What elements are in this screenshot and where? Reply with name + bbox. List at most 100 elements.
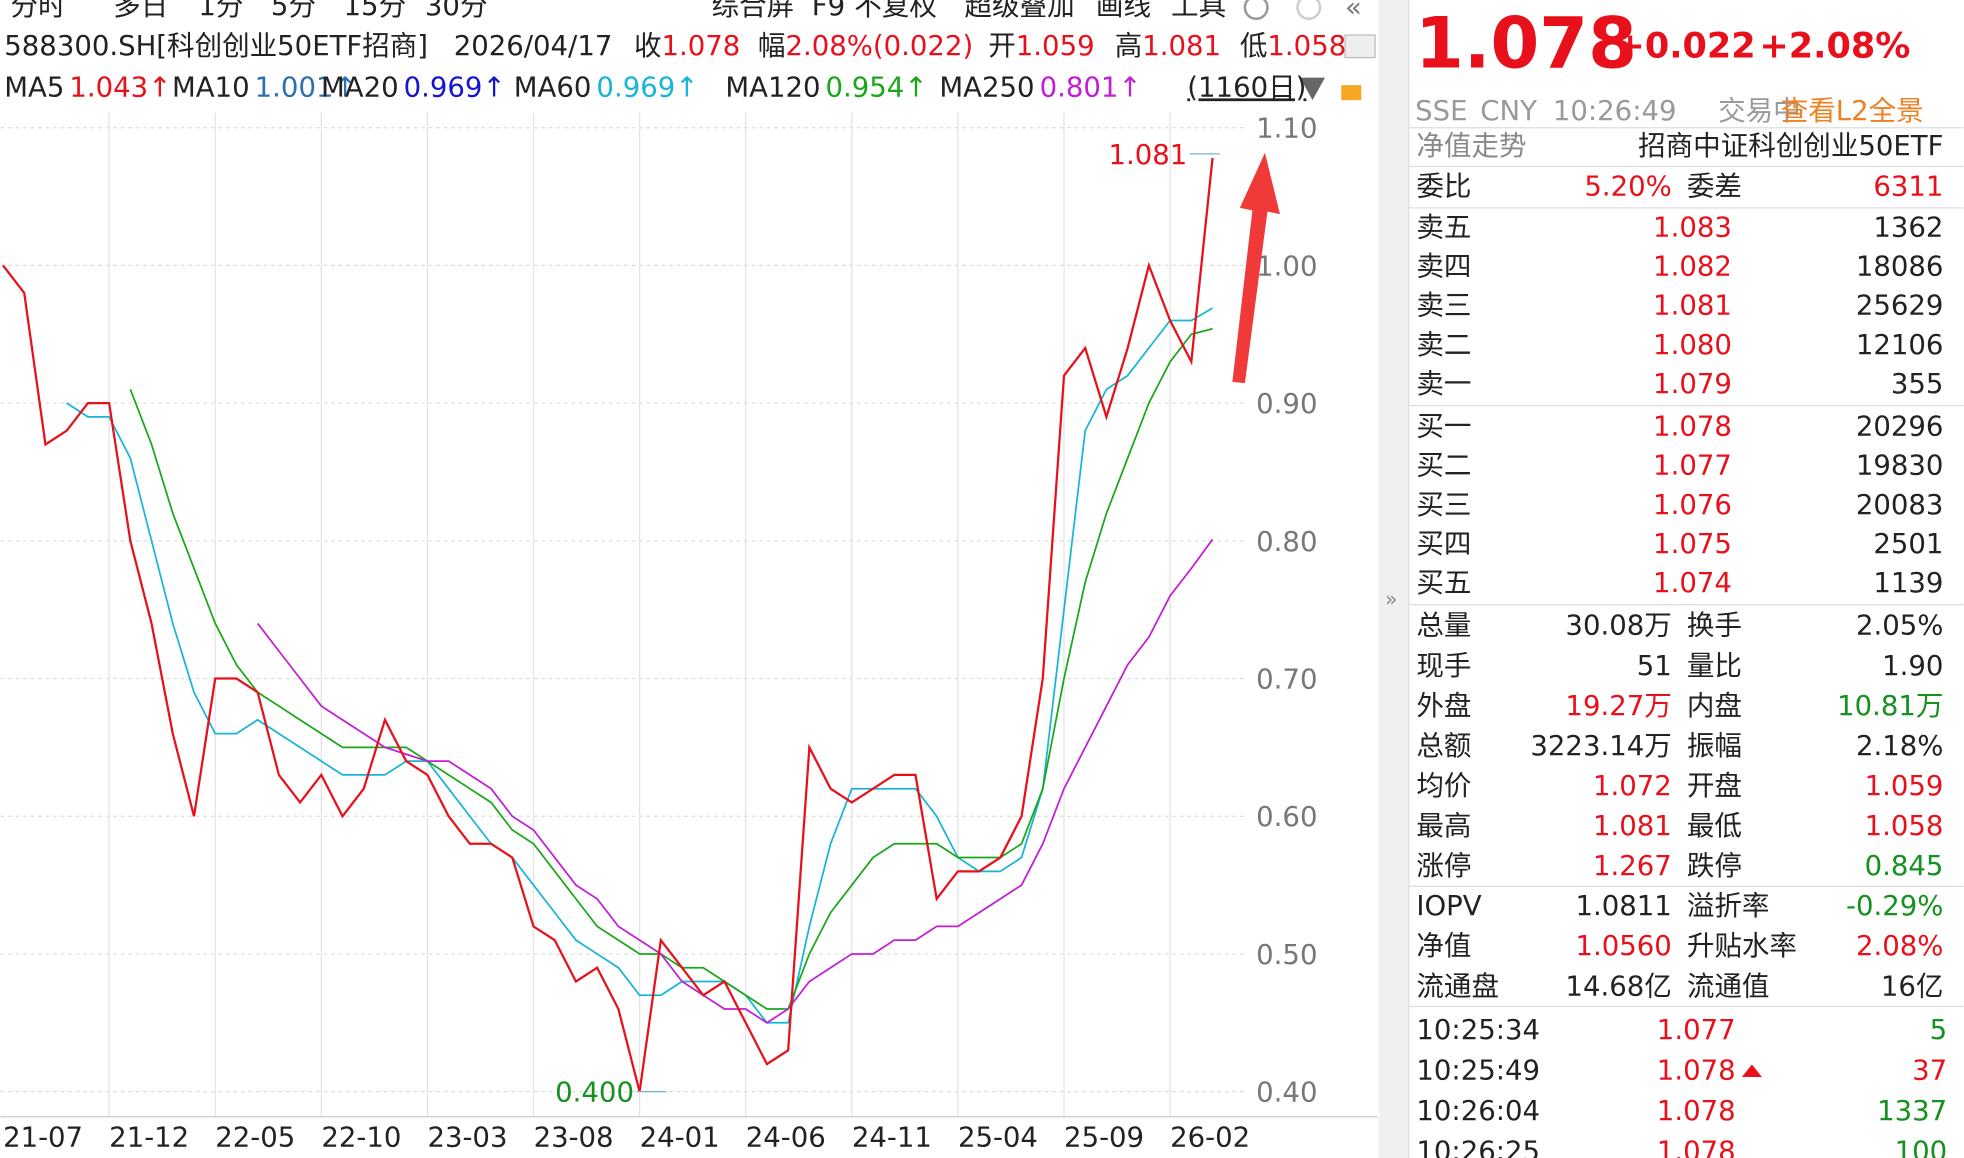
toolbar-tab[interactable]: 30分 xyxy=(425,0,488,22)
toolbar-tool[interactable]: 工具 xyxy=(1171,0,1226,22)
stat-label: 跌停 xyxy=(1687,850,1742,882)
info-label: 开 xyxy=(988,30,1016,62)
panel-divider[interactable] xyxy=(1378,0,1409,1158)
row-label: 委比 xyxy=(1416,170,1471,202)
uptick-icon xyxy=(1741,1064,1762,1078)
legend-value: 1.001↑ xyxy=(255,71,357,103)
info-label: 收 xyxy=(634,30,662,62)
toolbar-tab[interactable]: 15分 xyxy=(344,0,407,22)
status-text: CNY xyxy=(1480,95,1537,127)
x-tick-label: 24-01 xyxy=(640,1122,720,1154)
period-label[interactable]: (1160日) xyxy=(1187,71,1306,103)
wp-icon[interactable] xyxy=(1344,34,1376,59)
stat-label: 最低 xyxy=(1687,810,1742,842)
collapse-glyph[interactable]: » xyxy=(1385,587,1397,611)
book-label: 买二 xyxy=(1416,450,1471,482)
toolbar-tab[interactable]: 分时 xyxy=(11,0,66,22)
legend-name: MA250 xyxy=(939,71,1034,103)
info-field: 收1.078 xyxy=(634,30,740,62)
toolbar-tool[interactable]: 超级叠加 xyxy=(964,0,1074,22)
trade-price: 1.078 xyxy=(1657,1135,1736,1158)
nav-label[interactable]: 净值走势 xyxy=(1416,130,1526,162)
trade-time: 10:25:49 xyxy=(1416,1055,1540,1087)
x-tick-label: 22-10 xyxy=(321,1122,401,1154)
stat-label: 外盘 xyxy=(1416,690,1471,722)
stat-label: 涨停 xyxy=(1416,850,1471,882)
x-tick-label: 22-05 xyxy=(215,1122,295,1154)
toolbar-tab[interactable]: 5分 xyxy=(271,0,316,22)
x-tick-label: 23-03 xyxy=(427,1122,507,1154)
stat-label: IOPV xyxy=(1416,890,1481,922)
stat-value: 19.27万 xyxy=(1565,690,1671,722)
toolbar-tool[interactable]: 画线 xyxy=(1096,0,1151,22)
y-tick-label: 0.50 xyxy=(1256,939,1317,971)
stat-value: 3223.14万 xyxy=(1530,730,1671,762)
x-tick-label: 23-08 xyxy=(534,1122,614,1154)
trade-price: 1.078 xyxy=(1657,1055,1736,1087)
stat-label: 溢折率 xyxy=(1687,890,1770,922)
info-value: 1.058 xyxy=(1267,30,1346,62)
x-tick-label: 21-12 xyxy=(109,1122,189,1154)
fund-name: 招商中证科创创业50ETF xyxy=(1638,130,1943,162)
book-label: 买五 xyxy=(1416,567,1471,599)
status-text: SSE xyxy=(1415,95,1467,127)
last-price: 1.078 xyxy=(1415,3,1637,85)
legend-value: 0.801↑ xyxy=(1040,71,1142,103)
book-price: 1.082 xyxy=(1653,251,1732,283)
x-tick-label: 21-07 xyxy=(3,1122,83,1154)
stat-label: 开盘 xyxy=(1687,770,1742,802)
price-change: +0.022 xyxy=(1615,26,1755,67)
stat-value: 14.68亿 xyxy=(1565,970,1671,1002)
stat-value: 2.05% xyxy=(1856,610,1943,642)
stat-value: 1.267 xyxy=(1593,850,1672,882)
stat-value: 2.08% xyxy=(1856,930,1943,962)
legend-item: MA10 1.001↑ xyxy=(172,71,357,103)
info-field: 低1.058 xyxy=(1240,30,1346,62)
security-code: 588300.SH[科创创业50ETF招商] xyxy=(4,30,428,62)
trade-price: 1.077 xyxy=(1657,1014,1736,1046)
x-tick-label: 25-04 xyxy=(958,1122,1038,1154)
l2-link[interactable]: 查看L2全景 xyxy=(1781,95,1924,127)
book-volume: 12106 xyxy=(1856,329,1944,361)
book-volume: 1139 xyxy=(1873,567,1943,599)
toolbar-tab[interactable]: 1分 xyxy=(198,0,243,22)
ma-line xyxy=(256,538,1214,1024)
stat-label: 换手 xyxy=(1687,610,1742,642)
stat-value: 2.18% xyxy=(1856,730,1943,762)
legend-item: MA120 0.954↑ xyxy=(725,71,927,103)
book-volume: 2501 xyxy=(1873,528,1943,560)
info-value: 2.08%(0.022) xyxy=(785,30,973,62)
book-label: 卖一 xyxy=(1416,368,1471,400)
settings-icon[interactable] xyxy=(1243,0,1269,21)
period-dropdown[interactable] xyxy=(1299,77,1326,101)
legend-value: 0.969↑ xyxy=(404,71,506,103)
toolbar-tab[interactable]: 多日 xyxy=(113,0,168,22)
trade-price: 1.078 xyxy=(1657,1095,1736,1127)
y-tick-label: 1.10 xyxy=(1256,113,1317,145)
stat-label: 均价 xyxy=(1416,770,1471,802)
info-value: 1.078 xyxy=(662,30,741,62)
toolbar-tool[interactable]: F9 xyxy=(812,0,845,22)
book-price: 1.075 xyxy=(1653,528,1732,560)
lock-icon[interactable] xyxy=(1341,85,1362,101)
book-label: 卖四 xyxy=(1416,251,1471,283)
help-icon[interactable] xyxy=(1296,0,1322,21)
legend-item: MA250 0.801↑ xyxy=(939,71,1141,103)
toolbar-tool[interactable]: 不复权 xyxy=(854,0,937,22)
book-volume: 1362 xyxy=(1873,212,1943,244)
info-field: 开1.059 xyxy=(988,30,1094,62)
annotation-label: 0.400 xyxy=(555,1077,634,1109)
book-label: 买四 xyxy=(1416,528,1471,560)
stat-label: 振幅 xyxy=(1687,730,1742,762)
collapse-icon[interactable]: « xyxy=(1345,0,1362,23)
trade-time: 10:26:25 xyxy=(1416,1135,1540,1158)
book-volume: 20083 xyxy=(1856,489,1944,521)
toolbar-icons: « xyxy=(1243,0,1376,101)
stat-label: 流通值 xyxy=(1687,970,1770,1002)
info-value: 1.059 xyxy=(1016,30,1095,62)
toolbar-tool[interactable]: 综合屏 xyxy=(712,0,795,22)
stat-value: 1.059 xyxy=(1865,770,1944,802)
y-tick-label: 1.00 xyxy=(1256,250,1317,282)
book-price: 1.077 xyxy=(1653,450,1732,482)
